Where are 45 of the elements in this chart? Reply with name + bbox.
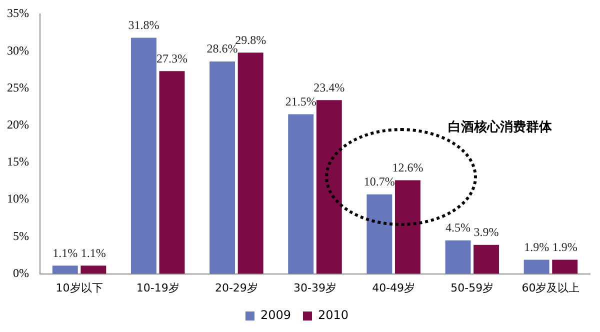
- y-tick-label: 5%: [12, 228, 29, 243]
- x-tick-label: 60岁及以上: [522, 281, 580, 294]
- legend-label: 2010: [318, 308, 349, 322]
- annotation: 白酒核心消费群体: [448, 118, 552, 136]
- data-label: 12.6%: [392, 160, 424, 174]
- bar: [474, 244, 500, 274]
- bar: [366, 194, 392, 274]
- bar: [394, 180, 420, 274]
- data-label: 1.1%: [80, 246, 106, 260]
- bar: [288, 114, 314, 274]
- bar: [316, 100, 342, 274]
- bar: [80, 266, 106, 274]
- x-tick-label: 10岁以下: [56, 281, 103, 294]
- bar: [524, 260, 550, 274]
- bar: [445, 240, 471, 274]
- bar: [210, 62, 236, 274]
- legend-label: 2009: [260, 308, 292, 322]
- y-tick-label: 35%: [6, 6, 29, 20]
- x-tick-label: 50-59岁: [450, 281, 494, 294]
- data-label: 3.9%: [474, 225, 499, 240]
- y-tick-label: 30%: [6, 43, 29, 58]
- x-tick-label: 40-49岁: [372, 281, 416, 294]
- bar: [52, 266, 78, 274]
- y-tick-label: 25%: [6, 80, 29, 94]
- x-tick-label: 20-29岁: [214, 281, 258, 294]
- data-label: 10.7%: [364, 174, 395, 189]
- data-label: 4.5%: [446, 220, 470, 235]
- bar: [159, 71, 185, 274]
- x-tick-label: 10-19岁: [136, 281, 180, 294]
- y-tick-label: 15%: [6, 154, 29, 169]
- data-label: 1.9%: [524, 240, 550, 254]
- x-tick-label: 30-39岁: [294, 281, 336, 294]
- bar: [552, 260, 578, 274]
- y-tick-label: 20%: [6, 118, 29, 132]
- data-label: 27.3%: [156, 51, 188, 66]
- bar: [130, 38, 156, 274]
- data-label: 31.8%: [128, 18, 160, 32]
- data-label: 1.1%: [52, 246, 78, 260]
- data-label: 1.9%: [552, 240, 578, 254]
- y-tick-label: 0%: [12, 266, 29, 280]
- data-label: 23.4%: [314, 80, 345, 94]
- data-label: 29.8%: [235, 32, 266, 47]
- y-tick-label: 10%: [6, 192, 29, 206]
- bar: [238, 52, 264, 274]
- data-label: 21.5%: [285, 94, 316, 108]
